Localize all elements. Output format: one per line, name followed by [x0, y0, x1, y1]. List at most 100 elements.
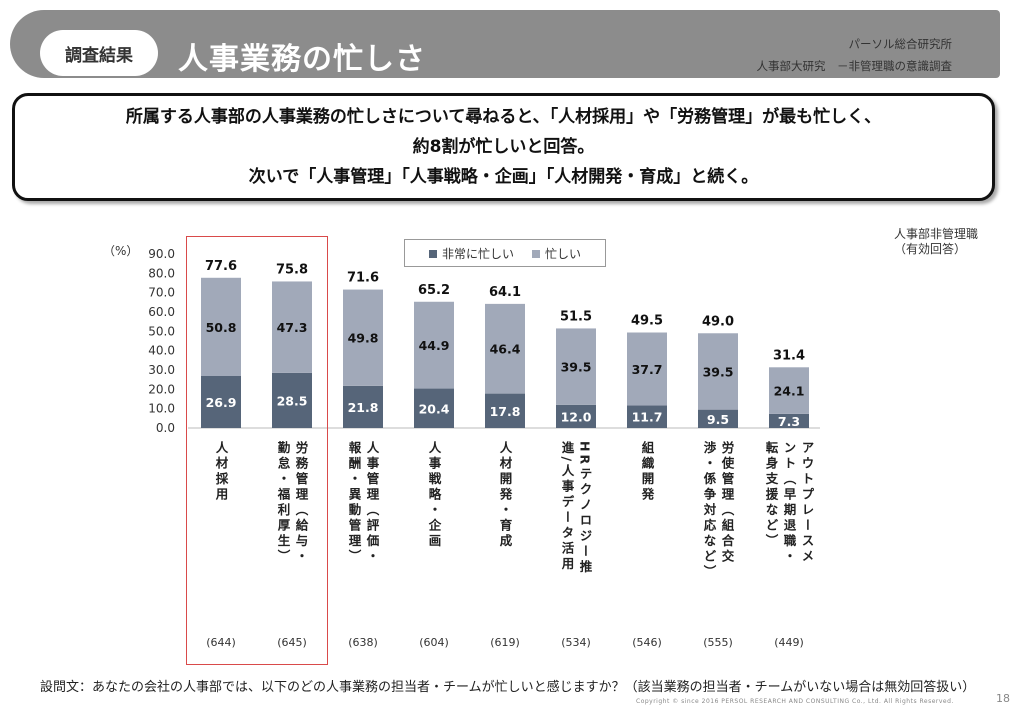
bar-very-busy — [698, 409, 738, 428]
y-tick-label: 50.0 — [148, 324, 175, 338]
y-tick-label: 70.0 — [148, 286, 175, 300]
bar-busy — [627, 332, 667, 406]
data-label-very-busy: 17.8 — [490, 404, 521, 419]
legend-swatch-busy — [532, 250, 540, 258]
category-label: 人材採用 — [214, 440, 229, 503]
sample-size-label: (645) — [277, 636, 307, 649]
data-label-total: 65.2 — [418, 283, 450, 298]
bar-very-busy — [343, 385, 383, 428]
category-label: 人材開発・育成 — [498, 440, 513, 550]
bar-very-busy — [556, 404, 596, 428]
category-label: 進/人事データ活用 — [560, 440, 575, 573]
bar-busy — [343, 289, 383, 386]
respondent-note-line-1: 人事部非管理職 — [893, 227, 978, 241]
y-tick-label: 40.0 — [148, 344, 175, 358]
summary-box: 所属する人事部の人事業務の忙しさについて尋ねると、「人材採用」や「労務管理」が最… — [12, 93, 995, 201]
org-name: パーソル総合研究所 — [848, 37, 953, 51]
data-label-total: 75.8 — [276, 262, 308, 277]
sample-size-label: (619) — [490, 636, 520, 649]
summary-line-3: 次いで「人事管理」「人事戦略・企画」「人材開発・育成」と続く。 — [248, 167, 759, 187]
data-label-very-busy: 9.5 — [707, 412, 729, 427]
page-number: 18 — [996, 692, 1010, 705]
y-tick-label: 30.0 — [148, 363, 175, 377]
data-label-very-busy: 20.4 — [419, 401, 450, 416]
y-tick-label: 10.0 — [148, 402, 175, 416]
bar-very-busy — [201, 375, 241, 428]
category-label: 勤怠・福利厚生） — [276, 440, 291, 565]
summary-line-1: 所属する人事部の人事業務の忙しさについて尋ねると、「人材採用」や「労務管理」が最… — [125, 107, 882, 127]
category-label: 渉・係争対応など） — [702, 440, 717, 581]
legend-label-busy: 忙しい — [545, 246, 582, 261]
category-label: ント（早期退職・ — [782, 441, 797, 565]
page-title: 人事業務の忙しさ — [178, 42, 426, 77]
data-label-total: 31.4 — [773, 348, 805, 363]
y-tick-label: 0.0 — [156, 421, 175, 435]
bar-busy — [201, 277, 241, 376]
data-label-busy: 47.3 — [277, 320, 308, 335]
category-label: アウトプレースメ — [800, 441, 815, 565]
bar-very-busy — [627, 405, 667, 428]
data-label-very-busy: 11.7 — [632, 410, 663, 425]
header-banner: 調査結果 人事業務の忙しさ パーソル総合研究所 人事部大研究 －非管理職の意識調… — [10, 10, 1000, 78]
bar-very-busy — [769, 413, 809, 428]
category-label: 労使管理（組合交 — [720, 440, 735, 565]
respondent-note-line-2: （有効回答） — [893, 242, 966, 256]
sample-size-label: (534) — [561, 636, 591, 649]
bar-busy — [272, 281, 312, 373]
data-label-very-busy: 28.5 — [277, 393, 308, 408]
data-label-busy: 39.5 — [561, 360, 592, 375]
data-label-busy: 49.8 — [348, 331, 379, 346]
legend-label-very-busy: 非常に忙しい — [441, 246, 514, 261]
sample-size-label: (638) — [348, 636, 378, 649]
data-label-busy: 50.8 — [206, 320, 237, 335]
sample-size-label: (644) — [206, 636, 236, 649]
sample-size-label: (546) — [632, 636, 662, 649]
bar-busy — [769, 367, 809, 414]
data-label-busy: 39.5 — [703, 364, 734, 379]
y-tick-label: 20.0 — [148, 382, 175, 396]
data-label-total: 64.1 — [489, 285, 521, 300]
y-tick-label: 60.0 — [148, 305, 175, 319]
chart-legend: 非常に忙しい 忙しい — [404, 239, 606, 267]
category-label: 人事戦略・企画 — [427, 440, 442, 550]
bar-very-busy — [414, 388, 454, 428]
data-label-busy: 46.4 — [490, 342, 521, 357]
bar-busy — [485, 303, 525, 394]
data-label-very-busy: 7.3 — [778, 414, 800, 429]
unit-label: （%） — [103, 244, 139, 258]
data-label-busy: 44.9 — [419, 338, 450, 353]
bar-busy — [414, 301, 454, 389]
category-label: 労務管理（給与・ — [294, 440, 309, 565]
data-label-total: 49.5 — [631, 313, 663, 328]
respondent-note: 人事部非管理職 （有効回答） — [894, 227, 978, 257]
legend-swatch-very-busy — [428, 250, 437, 258]
y-tick-label: 80.0 — [148, 266, 175, 280]
bar-very-busy — [485, 393, 525, 428]
survey-name: 人事部大研究 －非管理職の意識調査 — [756, 59, 953, 73]
legend-item-busy: 忙しい — [532, 245, 581, 262]
data-label-very-busy: 26.9 — [206, 395, 237, 410]
sample-size-label: (604) — [419, 636, 449, 649]
bar-very-busy — [272, 372, 312, 428]
y-tick-label: 90.0 — [148, 247, 175, 261]
category-label: HRテクノロジー推 — [578, 441, 593, 576]
highlight-frame — [186, 236, 328, 665]
summary-line-2: 約8割が忙しいと回答。 — [412, 137, 595, 157]
copyright: Copyright © since 2016 PERSOL RESEARCH A… — [636, 698, 954, 705]
category-label: 組織開発 — [640, 440, 655, 503]
data-label-very-busy: 21.8 — [348, 400, 379, 415]
sample-size-label: (555) — [703, 636, 733, 649]
category-label: 報酬・異動管理） — [347, 440, 362, 565]
data-label-very-busy: 12.0 — [561, 409, 592, 424]
legend-item-very-busy: 非常に忙しい — [428, 245, 514, 262]
category-label: 人事管理（評価・ — [365, 440, 380, 565]
data-label-busy: 37.7 — [632, 362, 663, 377]
section-badge: 調査結果 — [40, 30, 158, 76]
category-label: 転身支援など） — [764, 440, 779, 550]
data-label-busy: 24.1 — [774, 384, 805, 399]
sample-size-label: (449) — [774, 636, 804, 649]
data-label-total: 71.6 — [347, 271, 379, 286]
bar-busy — [698, 333, 738, 410]
bar-busy — [556, 328, 596, 405]
